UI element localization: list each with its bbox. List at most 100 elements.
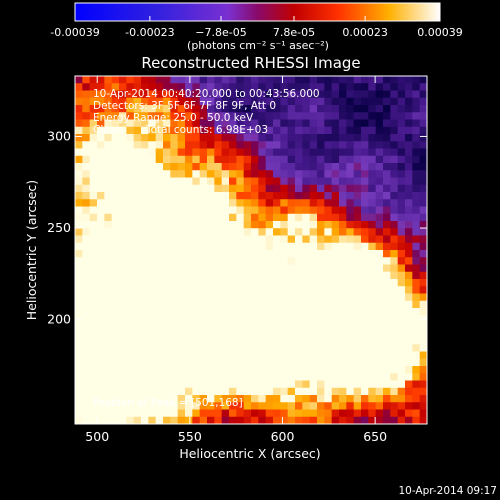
heatmap-cell (148, 395, 157, 403)
heatmap-cell (339, 119, 347, 128)
heatmap-cell (185, 242, 193, 251)
heatmap-cell (141, 228, 149, 237)
heatmap-cell (177, 228, 186, 237)
heatmap-cell (287, 250, 296, 258)
heatmap-cell (302, 366, 311, 374)
heatmap-cell (302, 141, 311, 150)
heatmap-cell (214, 315, 223, 324)
heatmap-cell (170, 366, 179, 374)
heatmap-cell (302, 322, 311, 331)
heatmap-cell (405, 344, 413, 353)
heatmap-cell (214, 192, 223, 200)
heatmap-cell (295, 264, 303, 273)
heatmap-cell (214, 308, 223, 316)
heatmap-cell (317, 315, 325, 324)
heatmap-cell (353, 199, 362, 208)
heatmap-cell (265, 387, 274, 396)
heatmap-cell (368, 170, 377, 179)
heatmap-cell (309, 264, 318, 273)
heatmap-cell (419, 329, 427, 338)
heatmap-cell (97, 83, 105, 92)
heatmap-cell (170, 213, 179, 222)
heatmap-cell (258, 199, 267, 208)
heatmap-cell (302, 402, 311, 411)
heatmap-cell (353, 344, 362, 353)
heatmap-cell (214, 184, 223, 193)
heatmap-cell (185, 402, 193, 411)
heatmap-cell (75, 322, 83, 331)
heatmap-cell (295, 213, 303, 222)
heatmap-cell (346, 257, 355, 266)
heatmap-cell (119, 206, 127, 215)
heatmap-cell (258, 163, 267, 171)
heatmap-cell (331, 387, 340, 396)
heatmap-cell (119, 380, 127, 389)
heatmap-cell (243, 358, 252, 367)
heatmap-cell (199, 373, 208, 382)
heatmap-cell (375, 177, 384, 186)
heatmap-cell (309, 76, 318, 84)
heatmap-cell (236, 409, 245, 418)
heatmap-cell (111, 105, 120, 113)
heatmap-cell (229, 358, 237, 367)
heatmap-cell (346, 395, 355, 403)
heatmap-cell (331, 112, 340, 121)
heatmap-cell (97, 322, 105, 331)
heatmap-cell (141, 126, 149, 135)
heatmap-cell (273, 271, 281, 280)
heatmap-cell (412, 105, 421, 113)
heatmap-cell (390, 315, 399, 324)
heatmap-cell (405, 322, 413, 331)
heatmap-cell (331, 358, 340, 367)
heatmap-cell (82, 344, 91, 353)
heatmap-cell (251, 199, 259, 208)
heatmap-cell (170, 344, 179, 353)
heatmap-cell (82, 163, 91, 171)
heatmap-cell (397, 416, 406, 424)
heatmap-cell (119, 315, 127, 324)
colorbar-tick-label: -0.00039 (50, 26, 99, 39)
heatmap-cell (251, 329, 259, 338)
heatmap-cell (405, 163, 413, 171)
heatmap-cell (258, 177, 267, 186)
heatmap-cell (221, 228, 230, 237)
heatmap-cell (353, 177, 362, 186)
heatmap-cell (192, 337, 201, 345)
heatmap-cell (163, 380, 171, 389)
heatmap-cell (295, 351, 303, 360)
heatmap-cell (185, 126, 193, 135)
heatmap-cell (397, 286, 406, 295)
heatmap-cell (126, 148, 135, 157)
heatmap-cell (75, 221, 83, 229)
heatmap-cell (89, 83, 98, 92)
heatmap-cell (346, 402, 355, 411)
heatmap-cell (155, 228, 164, 237)
heatmap-cell (170, 184, 179, 193)
heatmap-cell (251, 242, 259, 251)
heatmap-cell (258, 76, 267, 84)
heatmap-cell (177, 358, 186, 367)
heatmap-cell (251, 250, 259, 258)
heatmap-cell (397, 257, 406, 266)
heatmap-cell (324, 76, 333, 84)
heatmap-cell (309, 163, 318, 171)
heatmap-cell (104, 105, 113, 113)
heatmap-cell (148, 76, 157, 84)
heatmap-cell (199, 177, 208, 186)
heatmap-cell (346, 409, 355, 418)
heatmap-cell (236, 76, 245, 84)
heatmap-cell (375, 126, 384, 135)
heatmap-cell (170, 97, 179, 106)
heatmap-cell (346, 308, 355, 316)
heatmap-cell (273, 366, 281, 374)
heatmap-cell (207, 300, 215, 309)
heatmap-cell (331, 264, 340, 273)
heatmap-cell (185, 409, 193, 418)
heatmap-cell (89, 344, 98, 353)
heatmap-cell (353, 366, 362, 374)
heatmap-cell (390, 286, 399, 295)
heatmap-cell (287, 228, 296, 237)
heatmap-cell (339, 315, 347, 324)
heatmap-cell (280, 250, 289, 258)
heatmap-cell (185, 329, 193, 338)
